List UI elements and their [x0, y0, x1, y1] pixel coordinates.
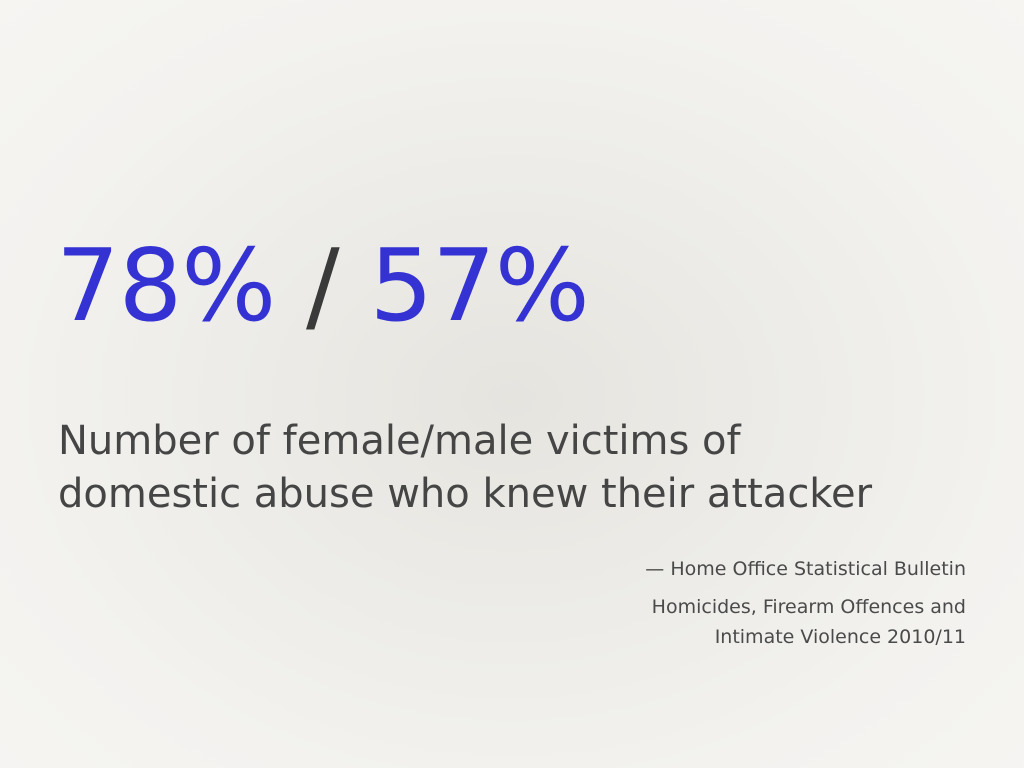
headline-statistic: 78% / 57% — [56, 236, 590, 336]
publication-title-line-1: Homicides, Firearm Offences and — [651, 596, 966, 618]
female-percentage: 78% — [56, 227, 276, 344]
source-attribution: — Home Office Statistical Bulletin Homic… — [645, 556, 966, 652]
caption-line-1: Number of female/male victims of — [58, 418, 741, 464]
caption-line-2: domestic abuse who knew their attacker — [58, 471, 873, 517]
percentage-separator: / — [275, 227, 370, 344]
source-name: — Home Office Statistical Bulletin — [645, 558, 966, 580]
statistic-caption: Number of female/male victims of domesti… — [58, 415, 998, 521]
publication-title-line-2: Intimate Violence 2010/11 — [714, 626, 966, 648]
male-percentage: 57% — [369, 227, 590, 344]
